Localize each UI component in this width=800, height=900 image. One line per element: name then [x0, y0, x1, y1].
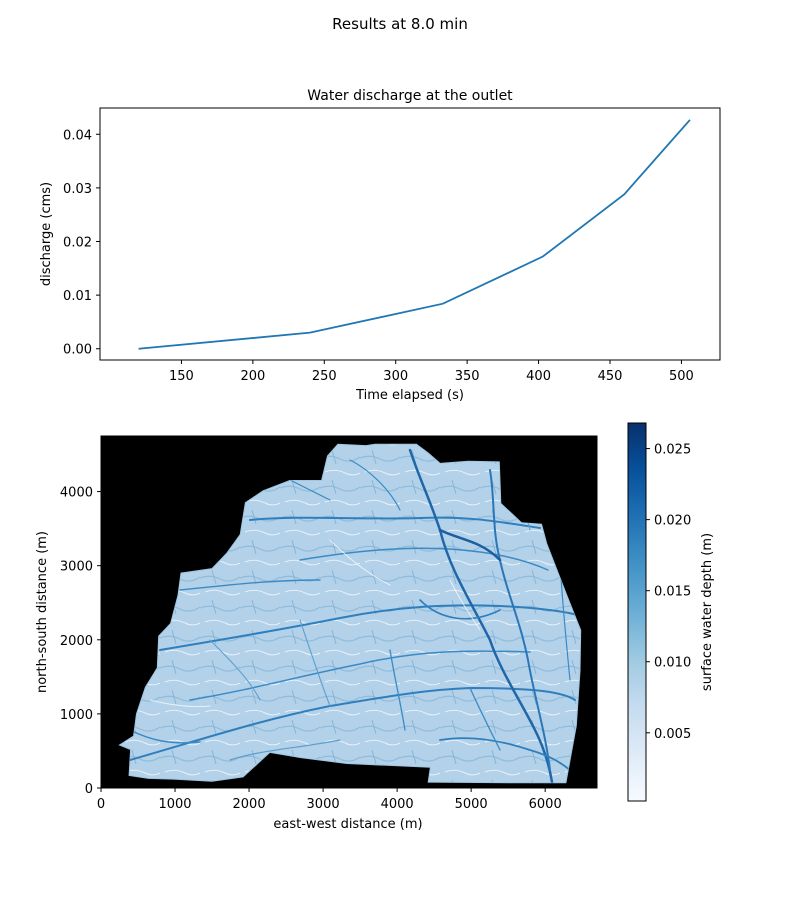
map-x-tick-label: 0	[97, 797, 105, 812]
colorbar-tick-label: 0.020	[654, 514, 691, 529]
discharge-y-tick-label: 0.02	[63, 236, 92, 251]
colorbar: 0.005 0.010 0.015 0.020 0.025 surface water …	[628, 423, 715, 801]
colorbar-gradient	[628, 423, 646, 801]
discharge-y-tick-label: 0.00	[63, 343, 92, 358]
discharge-y-axis-label: discharge (cms)	[39, 182, 54, 286]
map-x-tick-label: 2000	[233, 797, 266, 812]
map-y-axis-label: north-south distance (m)	[35, 531, 50, 693]
discharge-x-tick-label: 300	[383, 369, 408, 384]
discharge-x-tick-label: 200	[240, 369, 265, 384]
colorbar-label: surface water depth (m)	[700, 533, 715, 691]
discharge-plot-area	[100, 108, 720, 360]
discharge-chart-title: Water discharge at the outlet	[307, 88, 513, 104]
map-x-ticks: 0 1000 2000 3000 4000 5000 6000	[97, 788, 562, 812]
discharge-x-tick-label: 400	[526, 369, 551, 384]
discharge-x-tick-label: 250	[312, 369, 337, 384]
map-y-ticks: 0 1000 2000 3000 4000	[60, 486, 101, 797]
discharge-y-tick-label: 0.01	[63, 289, 92, 304]
map-x-tick-label: 6000	[529, 797, 562, 812]
discharge-y-tick-label: 0.04	[63, 128, 92, 143]
discharge-x-tick-label: 450	[598, 369, 623, 384]
discharge-chart: Water discharge at the outlet 150 200 250 3…	[39, 88, 720, 403]
map-y-tick-label: 2000	[60, 634, 93, 649]
colorbar-tick-label: 0.005	[654, 727, 691, 742]
discharge-x-ticks: 150 200 250 300 350 400 450 500	[169, 360, 694, 384]
map-y-tick-label: 4000	[60, 486, 93, 501]
discharge-y-tick-label: 0.03	[63, 182, 92, 197]
map-x-tick-label: 1000	[158, 797, 191, 812]
discharge-y-ticks: 0.00 0.01 0.02 0.03 0.04	[63, 128, 100, 357]
colorbar-tick-label: 0.025	[654, 443, 691, 458]
discharge-x-axis-label: Time elapsed (s)	[355, 388, 464, 403]
map-x-axis-label: east-west distance (m)	[273, 817, 422, 832]
colorbar-tick-label: 0.010	[654, 656, 691, 671]
figure-suptitle: Results at 8.0 min	[332, 15, 468, 33]
colorbar-tick-label: 0.015	[654, 585, 691, 600]
map-y-tick-label: 3000	[60, 560, 93, 575]
map-x-tick-label: 4000	[381, 797, 414, 812]
discharge-x-tick-label: 350	[455, 369, 480, 384]
discharge-x-tick-label: 150	[169, 369, 194, 384]
map-x-tick-label: 3000	[307, 797, 340, 812]
depth-map: 0 1000 2000 3000 4000 5000 6000 0 1000 2000 3000 4…	[35, 436, 597, 832]
discharge-x-tick-label: 500	[669, 369, 694, 384]
map-y-tick-label: 0	[85, 782, 93, 797]
map-y-tick-label: 1000	[60, 708, 93, 723]
map-x-tick-label: 5000	[455, 797, 488, 812]
colorbar-ticks: 0.005 0.010 0.015 0.020 0.025	[646, 443, 691, 742]
